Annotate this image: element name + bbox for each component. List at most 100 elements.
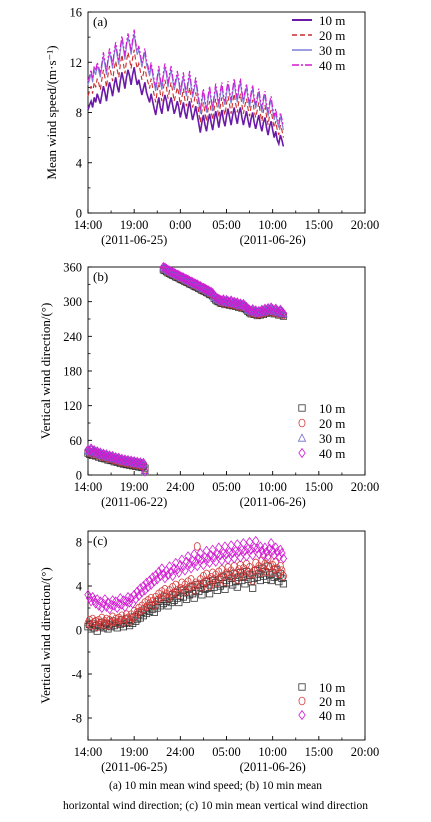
- data-point: [245, 304, 254, 315]
- legend-marker: [298, 683, 306, 691]
- legend-item: 10 m: [298, 680, 345, 695]
- data-point: [224, 554, 232, 565]
- y-tick-label: 360: [63, 261, 82, 275]
- data-point: [152, 569, 160, 581]
- legend-label: 30 m: [319, 431, 345, 446]
- data-point: [147, 579, 155, 590]
- data-point: [279, 571, 287, 581]
- panel-label: (b): [93, 269, 108, 284]
- series-40m: [84, 535, 288, 615]
- data-point: [239, 538, 248, 549]
- legend-label: 40 m: [319, 58, 345, 73]
- data-point: [155, 566, 163, 577]
- data-point: [92, 616, 100, 626]
- y-tick-label: 120: [63, 399, 82, 413]
- data-point: [256, 541, 265, 552]
- x-tick-label: 05:00: [212, 218, 240, 232]
- data-point: [175, 567, 183, 578]
- x-tick-label: 10:00: [258, 745, 286, 759]
- series-40m: [84, 261, 288, 477]
- data-point: [181, 565, 189, 576]
- data-point: [139, 457, 148, 468]
- date-label-end: (2011-06-26): [240, 495, 306, 509]
- data-point: [270, 550, 278, 561]
- series-30m: [83, 262, 288, 474]
- y-tick-label: 0: [76, 624, 82, 638]
- data-point: [205, 590, 214, 598]
- data-point: [96, 619, 104, 628]
- y-tick-label: 240: [63, 330, 82, 344]
- data-point: [206, 581, 214, 591]
- y-tick-label: 16: [70, 6, 83, 20]
- data-point: [202, 545, 211, 556]
- x-tick-label: 14:00: [74, 480, 102, 494]
- data-point: [198, 554, 206, 565]
- data-point: [221, 585, 229, 593]
- data-point: [193, 542, 201, 551]
- data-point: [84, 589, 92, 600]
- chart-panel-b: 14:00 19:00 24:00 05:00 10:00 15:00 20:00 (2011…: [38, 261, 379, 510]
- data-point: [270, 305, 278, 316]
- data-point: [248, 550, 257, 561]
- data-point: [279, 553, 288, 564]
- data-point: [252, 535, 260, 546]
- data-point: [167, 566, 175, 577]
- data-point: [241, 300, 249, 311]
- data-point: [144, 582, 152, 593]
- data-point: [158, 563, 166, 574]
- data-point: [273, 546, 281, 557]
- date-label-start: (2011-06-22): [101, 495, 167, 509]
- legend-item: 30 m: [297, 431, 345, 446]
- data-point: [204, 553, 212, 564]
- x-tick-label: 24:00: [166, 745, 194, 759]
- data-point: [136, 583, 145, 594]
- data-point: [262, 546, 271, 557]
- legend-item: 20 m: [292, 28, 345, 43]
- data-point: [215, 542, 223, 553]
- legend-label: 40 m: [319, 446, 345, 461]
- data-point: [227, 540, 235, 551]
- x-tick-label: 20:00: [351, 745, 379, 759]
- data-point: [138, 458, 146, 470]
- series-20m: [84, 264, 287, 474]
- data-point: [142, 577, 151, 588]
- y-tick-label: 8: [76, 536, 82, 550]
- series-line: [87, 49, 284, 138]
- data-point: [221, 296, 229, 307]
- x-tick-label: 15:00: [305, 218, 333, 232]
- data-point: [132, 594, 140, 605]
- x-tick-label: 05:00: [212, 480, 240, 494]
- data-point: [218, 555, 226, 566]
- series-line: [87, 29, 284, 127]
- data-point: [233, 583, 241, 591]
- data-point: [141, 466, 149, 477]
- data-point: [276, 561, 284, 571]
- data-point: [256, 306, 265, 318]
- data-point: [161, 585, 169, 594]
- data-point: [253, 543, 261, 554]
- legend-label: 10 m: [319, 401, 345, 416]
- data-point: [139, 580, 148, 592]
- data-point: [276, 544, 285, 555]
- data-point: [187, 563, 195, 574]
- data-point: [130, 589, 138, 600]
- y-tick-label: 0: [76, 207, 82, 221]
- date-label-end: (2011-06-26): [240, 233, 306, 247]
- data-point: [205, 557, 214, 568]
- x-tick-label: 24:00: [166, 480, 194, 494]
- data-point: [165, 561, 174, 572]
- y-tick-label: -4: [72, 668, 83, 682]
- legend-label: 20 m: [319, 416, 345, 431]
- y-tick-label: 8: [76, 106, 82, 120]
- legend-marker: [298, 696, 306, 706]
- data-point: [145, 575, 154, 586]
- series-10m: [84, 266, 288, 472]
- data-point: [210, 552, 218, 563]
- legend-item: 10 m: [298, 401, 345, 416]
- legend-item: 30 m: [292, 43, 345, 58]
- data-point: [235, 546, 243, 557]
- y-axis-title: Vertical wind direction/(°): [38, 567, 53, 704]
- legend-label: 40 m: [319, 708, 345, 723]
- data-point: [133, 586, 141, 597]
